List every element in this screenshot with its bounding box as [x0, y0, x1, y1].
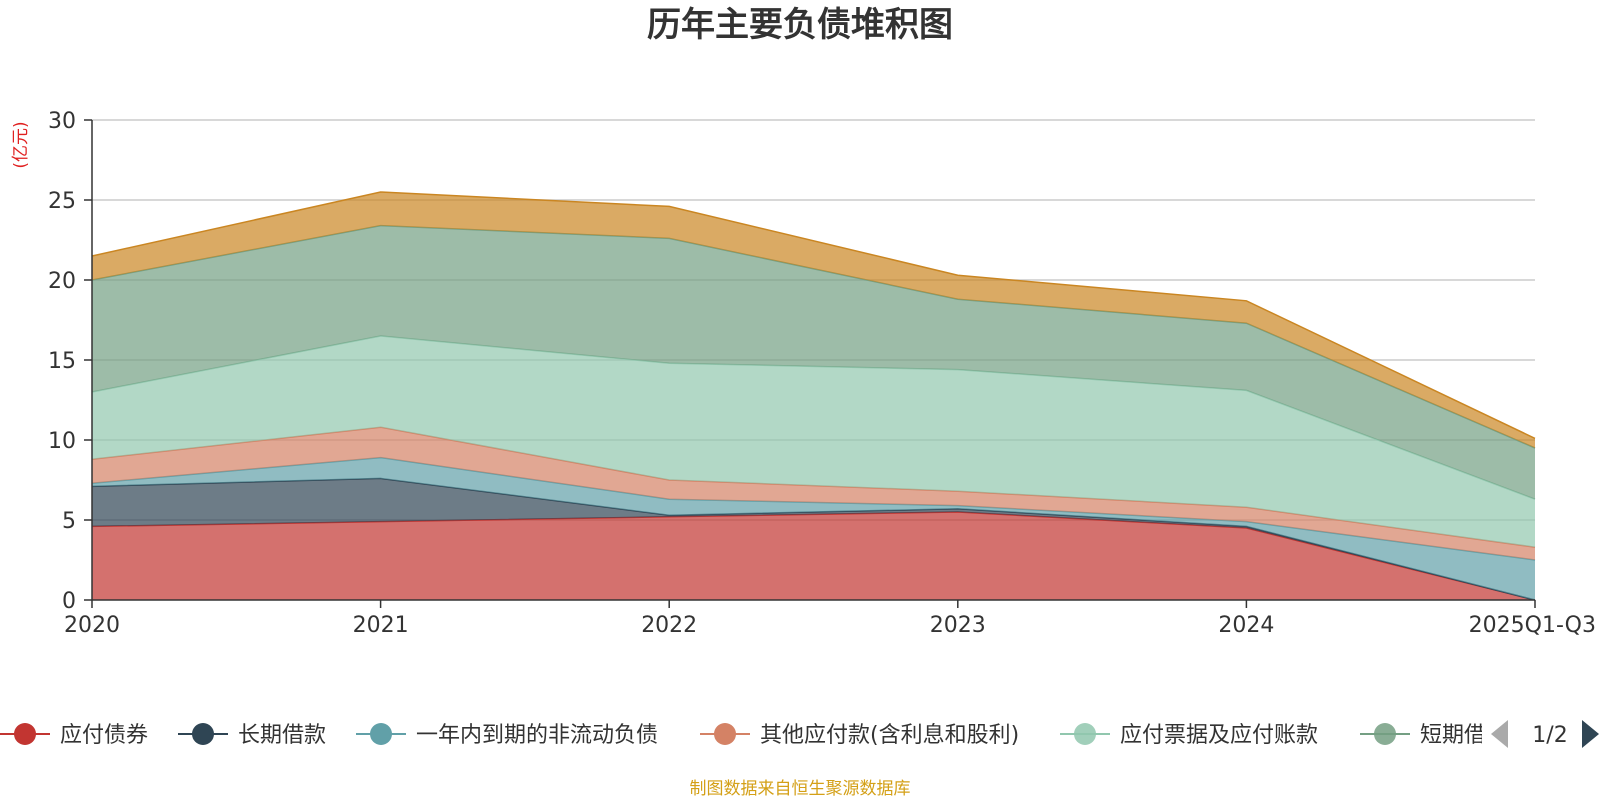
- y-tick-label: 30: [48, 109, 76, 134]
- area-series-2: [92, 457, 1535, 600]
- x-tick-label: 2024: [1218, 613, 1274, 638]
- area-series-0: [92, 512, 1535, 600]
- legend-marker: [1074, 723, 1096, 745]
- legend-label: 应付债券: [60, 723, 148, 748]
- legend-marker: [14, 723, 36, 745]
- legend-page-indicator: 1/2: [1532, 723, 1567, 748]
- area-series-4: [92, 336, 1535, 548]
- legend-item-2[interactable]: 一年内到期的非流动负债: [356, 723, 658, 748]
- chart-title: 历年主要负债堆积图: [647, 5, 953, 45]
- legend-marker: [1374, 723, 1396, 745]
- y-tick-label: 5: [62, 509, 76, 534]
- legend-item-1[interactable]: 长期借款: [178, 723, 326, 748]
- line-series-6: [91, 191, 1536, 440]
- y-tick-label: 15: [48, 349, 76, 374]
- y-axis-unit-label: (亿元): [11, 121, 31, 168]
- legend-prev-page-icon[interactable]: [1491, 720, 1508, 748]
- area-series-5: [92, 225, 1535, 500]
- x-tick-label: 2022: [641, 613, 697, 638]
- legend-label: 长期借款: [238, 723, 326, 748]
- legend-label: 应付票据及应付账款: [1120, 723, 1318, 748]
- area-series-6: [92, 192, 1535, 448]
- y-tick-label: 10: [48, 429, 76, 454]
- legend-label: 一年内到期的非流动负债: [416, 723, 658, 748]
- axes: 0 5 10 15 20 25 30 2020 2021 2022 2023 2024 2025Q1-Q…: [48, 109, 1596, 638]
- area-series-1: [92, 478, 1535, 600]
- stacked-areas: [91, 191, 1536, 601]
- line-series-0: [91, 511, 1536, 601]
- y-tick-label: 0: [62, 589, 76, 614]
- data-source-note: 制图数据来自恒生聚源数据库: [690, 779, 911, 799]
- legend-label: 其他应付款(含利息和股利): [760, 723, 1019, 748]
- y-tick-label: 25: [48, 189, 76, 214]
- x-tick-label: 2020: [64, 613, 120, 638]
- x-tick-label: 2021: [353, 613, 409, 638]
- legend-marker: [714, 723, 736, 745]
- area-series-3: [92, 427, 1535, 560]
- legend-item-4[interactable]: 应付票据及应付账款: [1060, 723, 1318, 748]
- legend[interactable]: 应付债券 长期借款 一年内到期的非流动负债 其他应付款(含利息和股利) 应付票据及应付账…: [0, 714, 1600, 754]
- legend-item-3[interactable]: 其他应付款(含利息和股利): [700, 723, 1019, 748]
- y-tick-label: 20: [48, 269, 76, 294]
- legend-item-0[interactable]: 应付债券: [0, 723, 148, 748]
- legend-next-page-icon[interactable]: [1582, 720, 1599, 748]
- x-tick-label: 2023: [930, 613, 986, 638]
- legend-marker: [192, 723, 214, 745]
- legend-marker: [370, 723, 392, 745]
- x-tick-label: 2025Q1-Q3: [1469, 613, 1596, 638]
